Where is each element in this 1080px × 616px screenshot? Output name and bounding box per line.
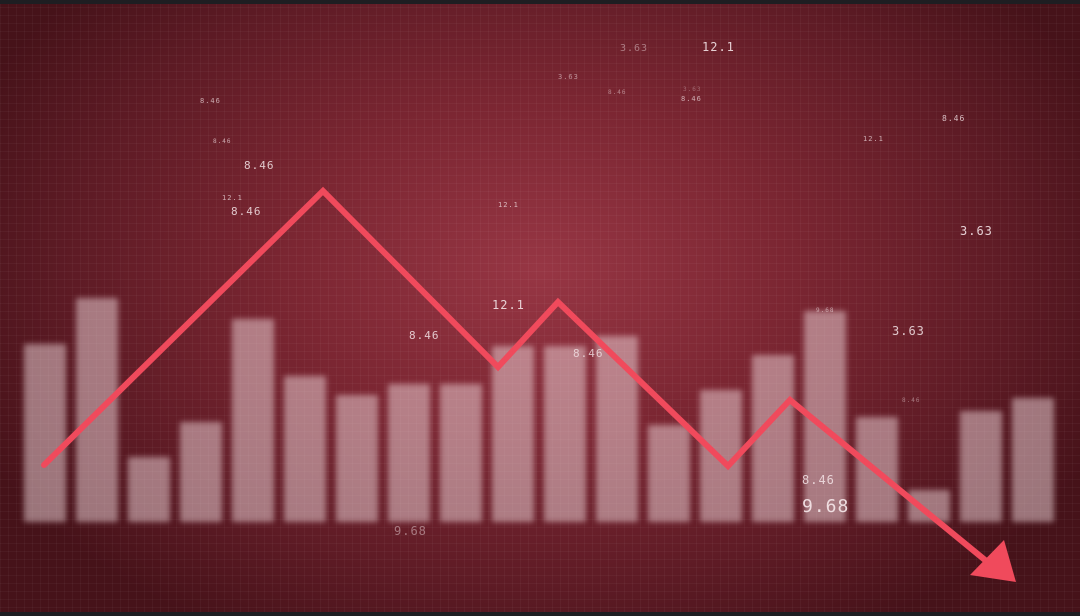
floating-number: 8.46 [213,138,232,145]
floating-number: 8.46 [942,114,966,123]
floating-number: 8.46 [244,159,275,172]
floating-number: 9.68 [394,524,427,538]
floating-number: 8.46 [200,97,221,105]
floating-number: 8.46 [902,397,921,404]
floating-number: 8.46 [608,89,627,96]
floating-number: 8.46 [409,329,440,342]
floating-number: 12.1 [702,40,735,54]
blurred-bar [596,336,638,522]
down-trend-arrow-icon [970,540,1016,582]
floating-number: 12.1 [222,194,243,202]
floating-number: 3.63 [892,324,925,338]
blurred-bar [544,346,586,522]
blurred-bar [960,411,1002,522]
down-trend-line [41,186,988,563]
blurred-bar [284,376,326,522]
top-border [0,0,1080,4]
blurred-bar [24,344,66,522]
blurred-bar [648,425,690,522]
blurred-bar [180,422,222,522]
bottom-border [0,612,1080,616]
blurred-bar [1012,398,1054,522]
blurred-bar [752,355,794,522]
blurred-bar [388,384,430,522]
floating-number: 9.68 [816,307,835,314]
blurred-bar [336,395,378,522]
floating-number: 12.1 [863,135,884,143]
floating-number: 12.1 [492,298,525,312]
floating-number: 9.68 [802,496,850,517]
floating-number: 8.46 [802,473,835,487]
floating-number: 3.63 [558,73,579,81]
blurred-bar [440,384,482,522]
blurred-bar [232,319,274,522]
floating-number: 3.63 [620,43,649,54]
floating-number: 8.46 [231,205,262,218]
floating-number: 12.1 [498,201,519,209]
blurred-bar [128,457,170,522]
floating-number: 3.63 [960,224,993,238]
floating-number: 3.63 [683,86,702,93]
blurred-bar [492,346,534,522]
floating-number: 8.46 [573,347,604,360]
floating-number: 8.46 [681,95,702,103]
